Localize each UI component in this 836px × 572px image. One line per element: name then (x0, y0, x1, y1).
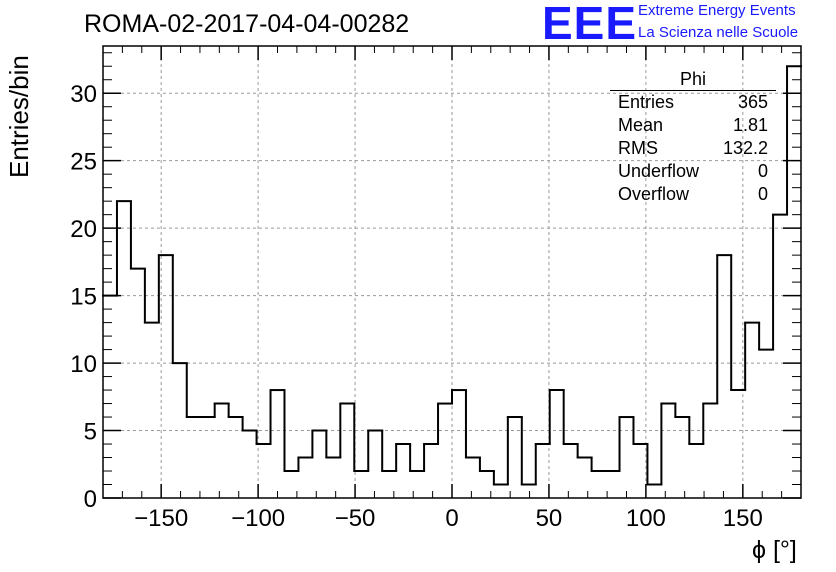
y-tick-label: 10 (70, 351, 97, 378)
stats-label: RMS (618, 138, 658, 158)
stats-row-mean: Mean 1.81 (610, 114, 776, 137)
stats-row-underflow: Underflow 0 (610, 160, 776, 183)
stats-row-entries: Entries 365 (610, 91, 776, 114)
stats-row-rms: RMS 132.2 (610, 137, 776, 160)
x-tick-label: 0 (445, 505, 458, 532)
y-axis-label: Entries/bin (4, 55, 34, 178)
stats-value: 365 (737, 92, 768, 112)
x-tick-label: −150 (134, 505, 188, 532)
stats-value: 0 (757, 161, 768, 181)
x-tick-label: −50 (335, 505, 376, 532)
stats-label: Underflow (618, 161, 700, 181)
y-tick-label: 5 (84, 419, 97, 446)
stats-row-overflow: Overflow 0 (610, 183, 776, 206)
grid-lines (103, 46, 801, 498)
x-tick-label: −100 (231, 505, 285, 532)
stats-label: Entries (618, 92, 675, 112)
stats-value: 0 (757, 184, 768, 204)
stats-label: Overflow (618, 184, 690, 204)
x-tick-label: 150 (723, 505, 763, 532)
histogram-series (102, 65, 802, 486)
chart-title: ROMA-02-2017-04-04-00282 (84, 10, 410, 38)
stats-value: 1.81 (732, 115, 768, 135)
stats-box: Phi Entries 365 Mean 1.81 RMS 132.2 Unde… (610, 68, 776, 206)
stats-title: Phi (610, 68, 776, 91)
eee-logo-line1: Extreme Energy Events (638, 2, 796, 19)
y-tick-label: 15 (70, 284, 97, 311)
y-tick-label: 30 (70, 81, 97, 108)
x-tick-label: 50 (536, 505, 563, 532)
y-tick-label: 0 (84, 486, 97, 513)
eee-logo-line2: La Scienza nelle Scuole (638, 24, 799, 41)
x-axis-label: ϕ [°] (752, 536, 797, 564)
x-tick-label: 100 (626, 505, 666, 532)
stats-label: Mean (618, 115, 664, 135)
eee-logo-mark: EEE (542, 0, 638, 49)
stats-value: 132.2 (722, 138, 768, 158)
y-tick-label: 25 (70, 149, 97, 176)
y-tick-label: 20 (70, 216, 97, 243)
axes: −150 −100 −50 0 50 100 150 0 5 10 15 20 25 30 (70, 45, 802, 532)
